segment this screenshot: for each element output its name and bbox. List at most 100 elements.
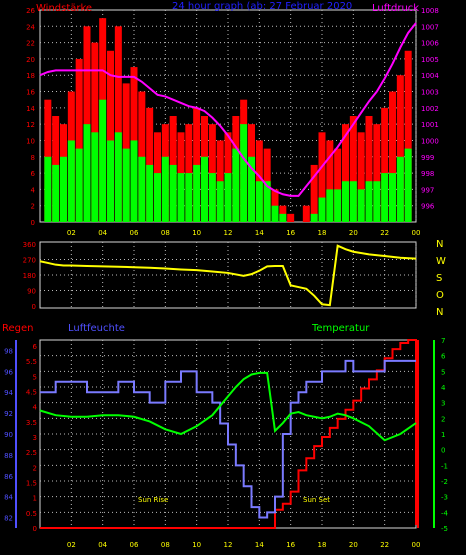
wind-average-bar — [208, 173, 216, 222]
temperature-tick-label: 2 — [441, 415, 445, 423]
wind-average-bar — [114, 132, 122, 222]
rain-tick-label: 3.5 — [26, 419, 37, 427]
wind-gust-bar — [114, 26, 122, 222]
temperature-tick-label: 6 — [441, 353, 446, 361]
wind-gust-bar — [349, 116, 357, 222]
wind-average-bar — [161, 156, 169, 222]
rain-tick-label: 2 — [33, 464, 37, 472]
x-tick-label: 04 — [98, 541, 107, 549]
rain-tick-label: 5 — [33, 373, 37, 381]
wind-gust-bar — [75, 58, 83, 222]
wind-direction-panel: 0 90 180 270 360 N W S O N — [23, 239, 446, 318]
x-tick-label: 04 — [98, 229, 107, 237]
humidity-axis-label: Luftfeuchte — [68, 323, 125, 334]
wind-average-bar — [396, 156, 404, 222]
wind-tick-label: 26 — [26, 7, 35, 15]
wind-axis-label: Windstärke — [36, 3, 92, 14]
x-tick-label: 16 — [286, 229, 295, 237]
compass-w: W — [436, 256, 446, 267]
wind-average-bar — [240, 124, 248, 222]
wind-x-ticks: 02 04 06 08 10 12 14 16 18 20 22 00 — [67, 229, 421, 237]
pressure-axis-ticks: 996 997 998 999 1000 1001 1002 1003 1004 1005 1006… — [421, 7, 439, 211]
rain-line — [40, 339, 417, 529]
pressure-tick-label: 1004 — [421, 72, 439, 80]
wind-tick-label: 8 — [31, 154, 35, 162]
temperature-tick-label: -1 — [441, 462, 448, 470]
x-tick-label: 08 — [161, 229, 170, 237]
wind-average-bar — [216, 181, 224, 222]
wind-gust-bar — [381, 107, 389, 222]
x-tick-label: 00 — [412, 229, 421, 237]
chart-title: 24 hour graph (ab: 27 Februar 2020 — [172, 1, 352, 12]
pressure-tick-label: 1008 — [421, 7, 439, 15]
humidity-axis-ticks: 82 84 86 88 90 92 94 96 98 — [4, 347, 13, 522]
wind-gust-bar — [334, 148, 342, 222]
pressure-tick-label: 1006 — [421, 40, 439, 48]
temperature-tick-label: 5 — [441, 368, 445, 376]
pressure-tick-label: 996 — [421, 203, 435, 211]
wind-average-bar — [107, 140, 114, 222]
x-tick-label: 10 — [192, 229, 201, 237]
wind-average-bar — [52, 164, 60, 222]
wind-average-bar — [154, 173, 161, 222]
temperature-axis-ticks: -5 -4 -3 -2 -1 0 1 2 3 4 5 6 7 — [441, 337, 449, 533]
wind-average-bar — [357, 189, 365, 222]
humidity-tick-label: 86 — [4, 473, 13, 481]
wind-average-bar — [201, 156, 208, 222]
wind-gust-bar — [365, 116, 373, 222]
wind-tick-label: 0 — [31, 219, 35, 227]
wind-direction-ticks: 0 90 180 270 360 — [23, 241, 36, 311]
pressure-tick-label: 1005 — [421, 56, 439, 64]
wind-gust-bar — [396, 75, 404, 222]
wind-average-bar — [146, 164, 154, 222]
temperature-tick-label: 0 — [441, 447, 445, 455]
wind-gust-bar — [107, 50, 114, 223]
rain-tick-label: 6 — [33, 343, 38, 351]
temperature-tick-label: 4 — [441, 384, 446, 392]
pressure-tick-label: 997 — [421, 186, 434, 194]
rain-axis-ticks: 0 0.5 1 1.5 2 2.5 3 3.5 4 4.5 5 5.5 6 — [26, 343, 38, 533]
temperature-tick-label: 1 — [441, 431, 445, 439]
wind-average-bar — [91, 132, 99, 222]
pressure-tick-label: 1000 — [421, 137, 439, 145]
wind-gust-bar — [326, 140, 334, 222]
compass-o: O — [436, 290, 444, 301]
wind-tick-label: 18 — [26, 72, 35, 80]
wind-gust-bar — [302, 205, 310, 222]
wind-average-bar — [177, 173, 185, 222]
rain-tick-label: 1.5 — [26, 480, 37, 488]
x-tick-label: 02 — [67, 229, 76, 237]
compass-n-top: N — [436, 239, 443, 250]
wind-average-bar — [310, 213, 318, 222]
humidity-tick-label: 94 — [4, 389, 13, 397]
wind-average-bar — [122, 148, 130, 222]
wind-average-bar — [255, 181, 263, 222]
pressure-tick-label: 1001 — [421, 121, 439, 129]
temperature-tick-label: -5 — [441, 525, 448, 533]
wind-gust-bar — [342, 124, 349, 222]
temperature-tick-label: -2 — [441, 478, 448, 486]
wind-average-bar — [99, 99, 107, 222]
wind-gust-bar — [373, 124, 381, 222]
wind-average-bar — [193, 164, 201, 222]
x-tick-label: 20 — [349, 541, 358, 549]
x-tick-label: 18 — [318, 229, 327, 237]
wind-tick-label: 14 — [26, 105, 35, 113]
wind-tick-label: 10 — [26, 137, 35, 145]
wind-average-bars — [44, 99, 412, 222]
bottom-x-ticks: 02 04 06 08 10 12 14 16 18 20 22 00 — [67, 541, 421, 549]
sunrise-label: Sun Rise — [138, 496, 168, 504]
x-tick-label: 12 — [224, 229, 233, 237]
wind-direction-grid — [40, 242, 417, 308]
wind-average-bar — [263, 181, 271, 222]
wind-average-bar — [342, 181, 349, 222]
direction-tick-label: 360 — [23, 241, 36, 249]
wind-gust-bar — [310, 164, 318, 222]
compass-s: S — [436, 273, 442, 284]
rain-tick-label: 4.5 — [26, 389, 37, 397]
wind-tick-label: 2 — [31, 203, 35, 211]
wind-gust-bar — [389, 91, 396, 223]
x-tick-label: 20 — [349, 229, 358, 237]
direction-tick-label: 180 — [23, 272, 36, 280]
